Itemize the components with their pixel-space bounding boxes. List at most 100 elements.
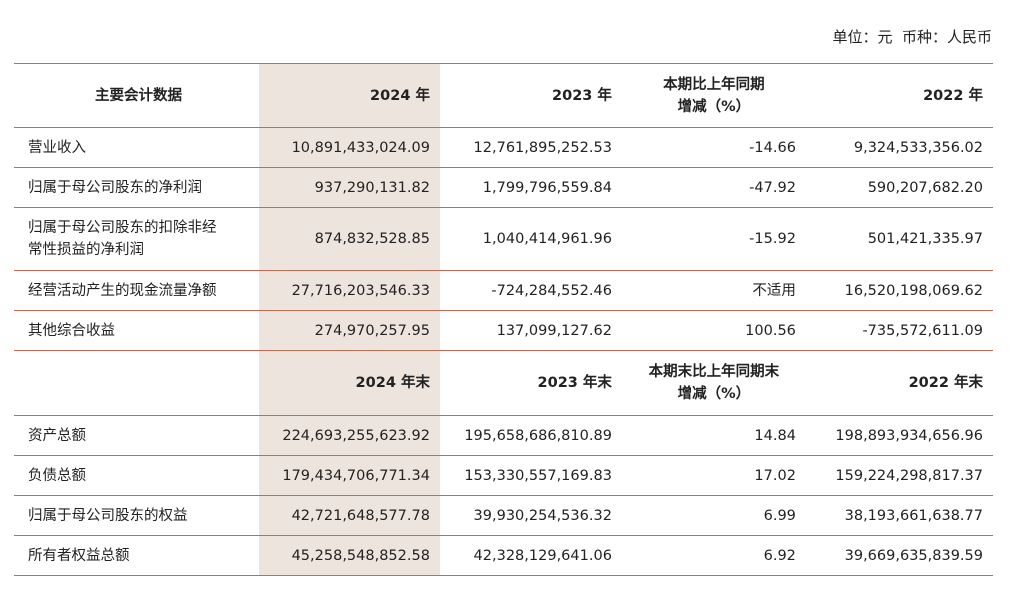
cell: [14, 350, 259, 416]
cell: 42,721,648,577.78: [259, 495, 440, 536]
cell-text: -724,284,552.46: [491, 282, 612, 299]
cell: 所有者权益总额: [14, 535, 259, 576]
cell-text: 9,324,533,356.02: [853, 139, 983, 156]
cell-text: 42,721,648,577.78: [291, 507, 430, 524]
cell: 归属于母公司股东的净利润: [14, 167, 259, 208]
cell: 198,893,934,656.96: [805, 415, 993, 456]
cell: 2024 年末: [259, 350, 440, 416]
cell: 159,224,298,817.37: [805, 455, 993, 496]
cell-line: 其他综合收益: [28, 322, 115, 339]
cell: 14.84: [621, 415, 806, 456]
financial-table: 主要会计数据 2024 年 2023 年本期比上年同期 增减（%） 2022 年营业收入…: [14, 63, 993, 576]
data-row: 归属于母公司股东的扣除非经 常性损益的净利润 874,832,528.85 1,040…: [14, 207, 993, 271]
cell-text: 195,658,686,810.89: [464, 427, 612, 444]
cell-line: 2023 年末: [537, 375, 612, 391]
cell: 153,330,557,169.83: [439, 455, 622, 496]
cell-text: 42,328,129,641.06: [473, 547, 612, 564]
cell-line: 经营活动产生的现金流量净额: [28, 282, 217, 299]
cell: 16,520,198,069.62: [805, 270, 993, 311]
cell: 2023 年末: [439, 350, 622, 416]
cell-line: 2024 年: [370, 87, 430, 104]
cell: 27,716,203,546.33: [259, 270, 440, 311]
cell: 274,970,257.95: [259, 310, 440, 351]
cell-text: 39,669,635,839.59: [844, 547, 983, 564]
header-row: 2024 年末 2023 年末 本期末比上年同期末 增减（%） 2022 年末: [14, 350, 993, 416]
cell-line: 增减（%）: [677, 386, 751, 402]
cell-text: 16,520,198,069.62: [844, 282, 983, 299]
cell: 资产总额: [14, 415, 259, 456]
cell-text: 14.84: [754, 427, 796, 444]
cell: 39,930,254,536.32: [439, 495, 622, 536]
cell: 经营活动产生的现金流量净额: [14, 270, 259, 311]
cell: 38,193,661,638.77: [805, 495, 993, 536]
cell-text: 45,258,548,852.58: [291, 547, 430, 564]
cell-line: 常性损益的净利润: [28, 242, 144, 258]
cell-text: 100.56: [745, 322, 796, 339]
cell-line: 本期末比上年同期末: [648, 364, 780, 380]
data-row: 归属于母公司股东的权益 42,721,648,577.78 39,930,254,5…: [14, 495, 993, 536]
data-row: 资产总额 224,693,255,623.92 195,658,686,810.89…: [14, 415, 993, 456]
cell-text: 17.02: [754, 467, 796, 484]
cell: 营业收入: [14, 127, 259, 168]
cell: 100.56: [621, 310, 806, 351]
data-row: 经营活动产生的现金流量净额 27,716,203,546.33 -724,284,5…: [14, 270, 993, 311]
cell: 179,434,706,771.34: [259, 455, 440, 496]
cell-text: 274,970,257.95: [314, 322, 430, 339]
cell-text: 590,207,682.20: [867, 179, 983, 196]
cell: -14.66: [621, 127, 806, 168]
cell-text: -735,572,611.09: [862, 322, 983, 339]
cell: 2023 年: [439, 63, 622, 128]
cell-line: 2023 年: [552, 87, 612, 104]
cell-text: -15.92: [749, 231, 796, 247]
cell-text: 39,930,254,536.32: [473, 507, 612, 524]
cell: 12,761,895,252.53: [439, 127, 622, 168]
cell-text: 153,330,557,169.83: [464, 467, 612, 484]
cell-text: 501,421,335.97: [867, 231, 983, 247]
cell: 负债总额: [14, 455, 259, 496]
cell: -47.92: [621, 167, 806, 208]
cell: 224,693,255,623.92: [259, 415, 440, 456]
cell-text: 27,716,203,546.33: [291, 282, 430, 299]
cell-text: 10,891,433,024.09: [291, 139, 430, 156]
cell-line: 本期比上年同期: [663, 76, 765, 93]
cell-text: 159,224,298,817.37: [835, 467, 983, 484]
cell: 590,207,682.20: [805, 167, 993, 208]
cell: 10,891,433,024.09: [259, 127, 440, 168]
unit-note: 单位：元 币种：人民币: [832, 28, 992, 46]
cell-text: 12,761,895,252.53: [473, 139, 612, 156]
cell-text: -47.92: [749, 179, 796, 196]
cell-line: 营业收入: [28, 139, 86, 156]
cell-line: 2024 年末: [355, 375, 430, 391]
cell: 42,328,129,641.06: [439, 535, 622, 576]
cell-text: 937,290,131.82: [314, 179, 430, 196]
cell: 1,040,414,961.96: [439, 207, 622, 271]
cell: 6.99: [621, 495, 806, 536]
cell-text: 不适用: [752, 282, 796, 299]
cell: 本期末比上年同期末 增减（%）: [621, 350, 806, 416]
cell: 2024 年: [259, 63, 440, 128]
cell: 主要会计数据: [14, 63, 259, 128]
cell-text: 6.92: [763, 547, 796, 564]
cell: -15.92: [621, 207, 806, 271]
cell: 937,290,131.82: [259, 167, 440, 208]
cell: 归属于母公司股东的权益: [14, 495, 259, 536]
cell: -735,572,611.09: [805, 310, 993, 351]
cell-line: 归属于母公司股东的权益: [28, 507, 188, 524]
cell-line: 归属于母公司股东的净利润: [28, 179, 202, 196]
cell-line: 资产总额: [28, 427, 86, 444]
cell-text: 874,832,528.85: [314, 231, 430, 247]
cell: 195,658,686,810.89: [439, 415, 622, 456]
cell: 137,099,127.62: [439, 310, 622, 351]
cell: 17.02: [621, 455, 806, 496]
cell-text: 1,799,796,559.84: [482, 179, 612, 196]
cell: 874,832,528.85: [259, 207, 440, 271]
data-row: 所有者权益总额 45,258,548,852.58 42,328,129,641.0…: [14, 535, 993, 576]
header-row: 主要会计数据 2024 年 2023 年本期比上年同期 增减（%） 2022 年: [14, 63, 993, 128]
cell-line: 主要会计数据: [95, 87, 182, 104]
cell: 其他综合收益: [14, 310, 259, 351]
cell-text: 179,434,706,771.34: [282, 467, 430, 484]
cell: 本期比上年同期 增减（%）: [621, 63, 806, 128]
data-row: 归属于母公司股东的净利润 937,290,131.82 1,799,796,559.…: [14, 167, 993, 208]
cell-text: -14.66: [749, 139, 796, 156]
